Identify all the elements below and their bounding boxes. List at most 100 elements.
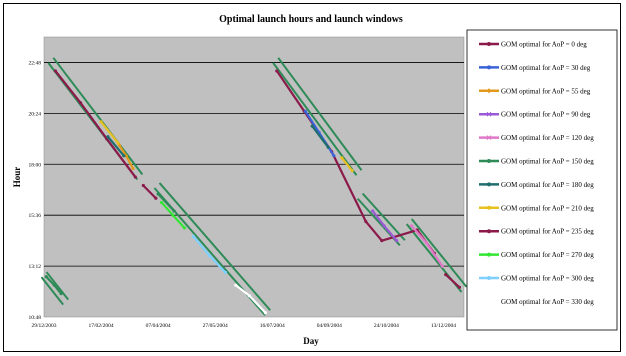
data-point — [364, 219, 368, 224]
series-segment — [208, 254, 227, 274]
legend-label: GOM optimal for AoP = 300 deg — [501, 275, 594, 283]
legend-item: GOM optimal for AoP = 300 deg — [479, 275, 594, 283]
data-point — [191, 234, 196, 238]
x-tick-label: 27/05/2004 — [203, 323, 228, 329]
data-point — [326, 145, 330, 149]
legend-items: GOM optimal for AoP = 0 deg GOM optimal f… — [479, 41, 594, 306]
data-point — [424, 241, 428, 245]
series-segment — [107, 135, 125, 157]
series-segment — [192, 235, 211, 257]
legend-label: GOM optimal for AoP = 150 deg — [501, 158, 594, 166]
legend-marker — [487, 229, 491, 234]
legend-item: GOM optimal for AoP = 55 deg — [479, 87, 591, 95]
data-point — [106, 135, 110, 139]
window-boundary — [361, 192, 406, 241]
x-tick-label: 13/12/2004 — [431, 323, 456, 329]
y-tick-label: 13:12 — [28, 264, 41, 270]
legend-label: GOM optimal for AoP = 270 deg — [501, 251, 594, 259]
window-boundary — [158, 182, 271, 311]
legend-marker — [486, 135, 492, 140]
data-point — [207, 253, 212, 258]
x-axis-label: Day — [303, 336, 319, 346]
data-point — [99, 120, 103, 124]
data-point — [444, 272, 448, 277]
y-tick-label: 22:48 — [28, 60, 41, 66]
series-segment — [235, 284, 251, 297]
data-point — [332, 154, 336, 158]
x-tick-label: 16/07/2004 — [260, 323, 285, 329]
data-point — [53, 69, 58, 73]
data-point — [234, 283, 238, 287]
data-point — [440, 264, 444, 268]
legend-marker — [487, 252, 491, 257]
data-point — [303, 109, 307, 113]
data-point — [78, 101, 83, 105]
data-point — [310, 124, 314, 128]
data-point — [124, 154, 128, 158]
legend-item: GOM optimal for AoP = 0 deg — [479, 41, 587, 49]
data-point — [141, 183, 145, 188]
legend-item: GOM optimal for AoP = 210 deg — [479, 204, 594, 212]
legend-item: GOM optimal for AoP = 30 deg — [479, 64, 591, 72]
series-segment — [157, 193, 175, 212]
x-tick-labels: 29/12/2003 17/02/2004 07/04/2004 27/05/2004… — [31, 323, 456, 329]
y-axis-label: Hour — [12, 167, 22, 188]
legend-marker — [487, 276, 491, 280]
x-tick-label: 17/02/2004 — [89, 323, 114, 329]
legend-item: GOM optimal for AoP = 270 deg — [479, 251, 594, 259]
series-segment — [79, 102, 108, 140]
window-boundary — [277, 57, 363, 171]
series-segment — [381, 228, 418, 242]
series-segment — [45, 275, 56, 286]
legend-marker — [486, 111, 492, 117]
series-segment — [371, 210, 385, 227]
series-segment — [54, 70, 82, 104]
series-segment — [444, 273, 461, 289]
data-point — [154, 196, 158, 200]
series-segment — [311, 125, 330, 148]
y-tick-label: 18:00 — [28, 162, 41, 168]
y-tick-label: 10:48 — [28, 315, 41, 321]
legend-marker — [487, 299, 491, 304]
legend-label: GOM optimal for AoP = 90 deg — [501, 111, 591, 119]
grid-lines — [44, 62, 464, 267]
series-segment — [248, 295, 267, 314]
y-tick-label: 15:36 — [28, 213, 41, 219]
window-boundary — [40, 276, 64, 306]
x-tick-label: 04/09/2004 — [317, 323, 342, 329]
data-point — [159, 200, 164, 205]
chart-title: Optimal launch hours and launch windows — [219, 14, 403, 25]
series-segment — [142, 184, 157, 199]
y-tick-labels: 10:48 13:12 15:36 18:00 20:24 22:48 — [28, 60, 41, 321]
legend-marker — [487, 182, 491, 187]
legend-marker — [486, 88, 492, 94]
legend-label: GOM optimal for AoP = 180 deg — [501, 181, 594, 189]
data-point — [275, 69, 279, 73]
series-segment — [341, 157, 354, 172]
data-point — [52, 283, 56, 287]
series-segment — [365, 220, 383, 242]
series-segment — [383, 225, 398, 242]
legend-item: GOM optimal for AoP = 90 deg — [479, 111, 591, 119]
series-segment — [125, 155, 134, 170]
data-point — [380, 239, 384, 243]
data-point — [409, 224, 414, 228]
series-segment — [172, 214, 186, 229]
legend-marker — [487, 159, 491, 163]
legend-marker — [487, 205, 491, 210]
data-point — [395, 239, 399, 243]
data-point — [182, 226, 186, 230]
data-point — [340, 156, 344, 160]
x-tick-label: 24/10/2004 — [374, 323, 399, 329]
data-point — [171, 213, 175, 217]
legend-label: GOM optimal for AoP = 330 deg — [501, 298, 594, 306]
legend-marker — [487, 42, 491, 46]
legend-label: GOM optimal for AoP = 0 deg — [501, 41, 587, 49]
legend-label: GOM optimal for AoP = 120 deg — [501, 134, 594, 142]
series-segment — [105, 138, 137, 178]
data-point — [122, 154, 126, 158]
data-point — [371, 209, 375, 213]
legend-item: GOM optimal for AoP = 120 deg — [479, 134, 594, 142]
window-boundary — [45, 271, 69, 301]
